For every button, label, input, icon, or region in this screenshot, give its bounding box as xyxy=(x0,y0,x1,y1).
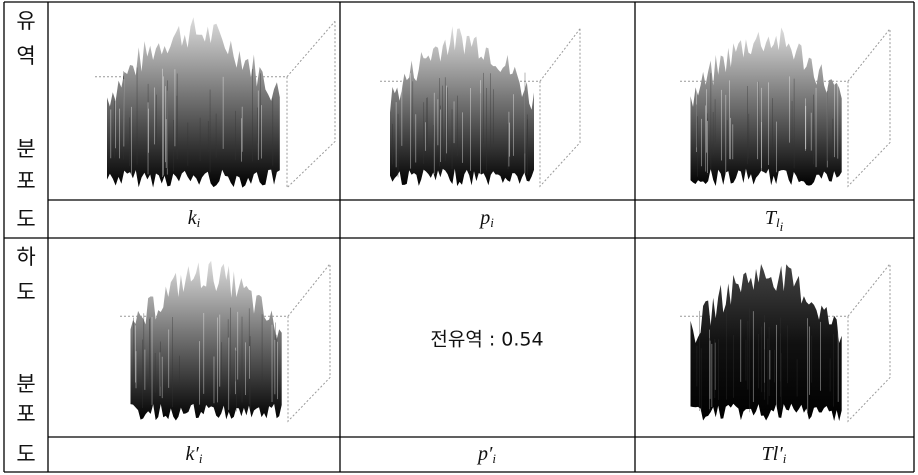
label-base: Tl′ xyxy=(762,443,784,465)
cell-label: pi xyxy=(478,207,494,230)
plot-surface xyxy=(691,27,842,186)
surface-plot xyxy=(380,26,580,186)
row-header-char: 도 xyxy=(16,442,35,466)
cell-label: k′i xyxy=(186,443,203,466)
row-header-char: 분 xyxy=(16,372,35,396)
cell-label: Tl′i xyxy=(762,443,787,466)
cell-label: Tli xyxy=(765,207,784,234)
figure-table: 전유역 : 0.54 유역분포도하도분포도kipiTlik′ip′iTl′i xyxy=(0,0,918,475)
row-header-char: 도 xyxy=(16,280,35,304)
label-sub: i xyxy=(199,451,203,466)
row-header-char: 역 xyxy=(16,44,35,68)
surface-plot xyxy=(120,261,330,422)
center-text: 전유역 : 0.54 xyxy=(430,329,543,351)
surface-plot xyxy=(680,27,890,186)
plot-surface xyxy=(390,26,534,186)
row-header-char: 도 xyxy=(16,207,35,231)
cell-label: ki xyxy=(188,207,201,230)
label-base: k′ xyxy=(186,443,200,465)
label-sub: i xyxy=(783,451,787,466)
plot-surface xyxy=(691,264,842,421)
cell-label: p′i xyxy=(476,443,496,466)
label-sub: i xyxy=(492,451,496,466)
plot-surface xyxy=(107,17,280,187)
row-header-char: 유 xyxy=(16,9,35,33)
surface-plot xyxy=(95,17,335,188)
label-base: p′ xyxy=(476,443,493,465)
row-header-char: 하 xyxy=(16,245,35,269)
label-sub: i xyxy=(490,215,494,230)
label-sub: i xyxy=(197,215,201,230)
plot-surface xyxy=(131,261,282,421)
row-header-char: 포 xyxy=(16,169,35,193)
label-subsub: i xyxy=(780,219,784,234)
surface-plot xyxy=(680,264,890,422)
row-header-char: 포 xyxy=(16,402,35,426)
label-base: p xyxy=(478,207,490,229)
row-header-char: 분 xyxy=(16,137,35,161)
